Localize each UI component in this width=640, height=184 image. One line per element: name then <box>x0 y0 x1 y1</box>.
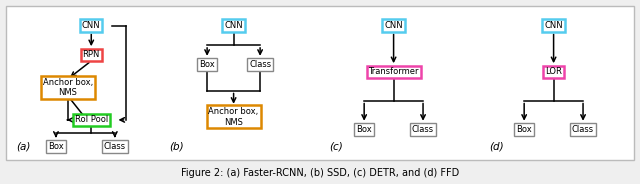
Text: CNN: CNN <box>544 21 563 30</box>
Text: Anchor box,
NMS: Anchor box, NMS <box>43 78 93 97</box>
Text: Transformer: Transformer <box>369 68 419 77</box>
Text: CNN: CNN <box>82 21 100 30</box>
Text: Class: Class <box>104 142 126 151</box>
Text: CNN: CNN <box>224 21 243 30</box>
Text: (d): (d) <box>490 142 504 152</box>
Text: Box: Box <box>199 60 215 69</box>
Text: Box: Box <box>356 125 372 134</box>
Text: Class: Class <box>412 125 434 134</box>
Text: Class: Class <box>249 60 271 69</box>
Text: Figure 2: (a) Faster-RCNN, (b) SSD, (c) DETR, and (d) FFD: Figure 2: (a) Faster-RCNN, (b) SSD, (c) … <box>181 169 459 178</box>
Text: RoI Pool: RoI Pool <box>75 115 108 124</box>
Text: LOR: LOR <box>545 68 562 77</box>
Text: Box: Box <box>48 142 64 151</box>
Text: Class: Class <box>572 125 594 134</box>
Text: (c): (c) <box>330 142 343 152</box>
Text: (b): (b) <box>170 142 184 152</box>
Text: Anchor box,
NMS: Anchor box, NMS <box>209 107 259 127</box>
FancyBboxPatch shape <box>6 6 634 160</box>
Text: CNN: CNN <box>384 21 403 30</box>
Text: Box: Box <box>516 125 532 134</box>
Text: RPN: RPN <box>83 50 100 59</box>
Text: (a): (a) <box>16 142 30 152</box>
